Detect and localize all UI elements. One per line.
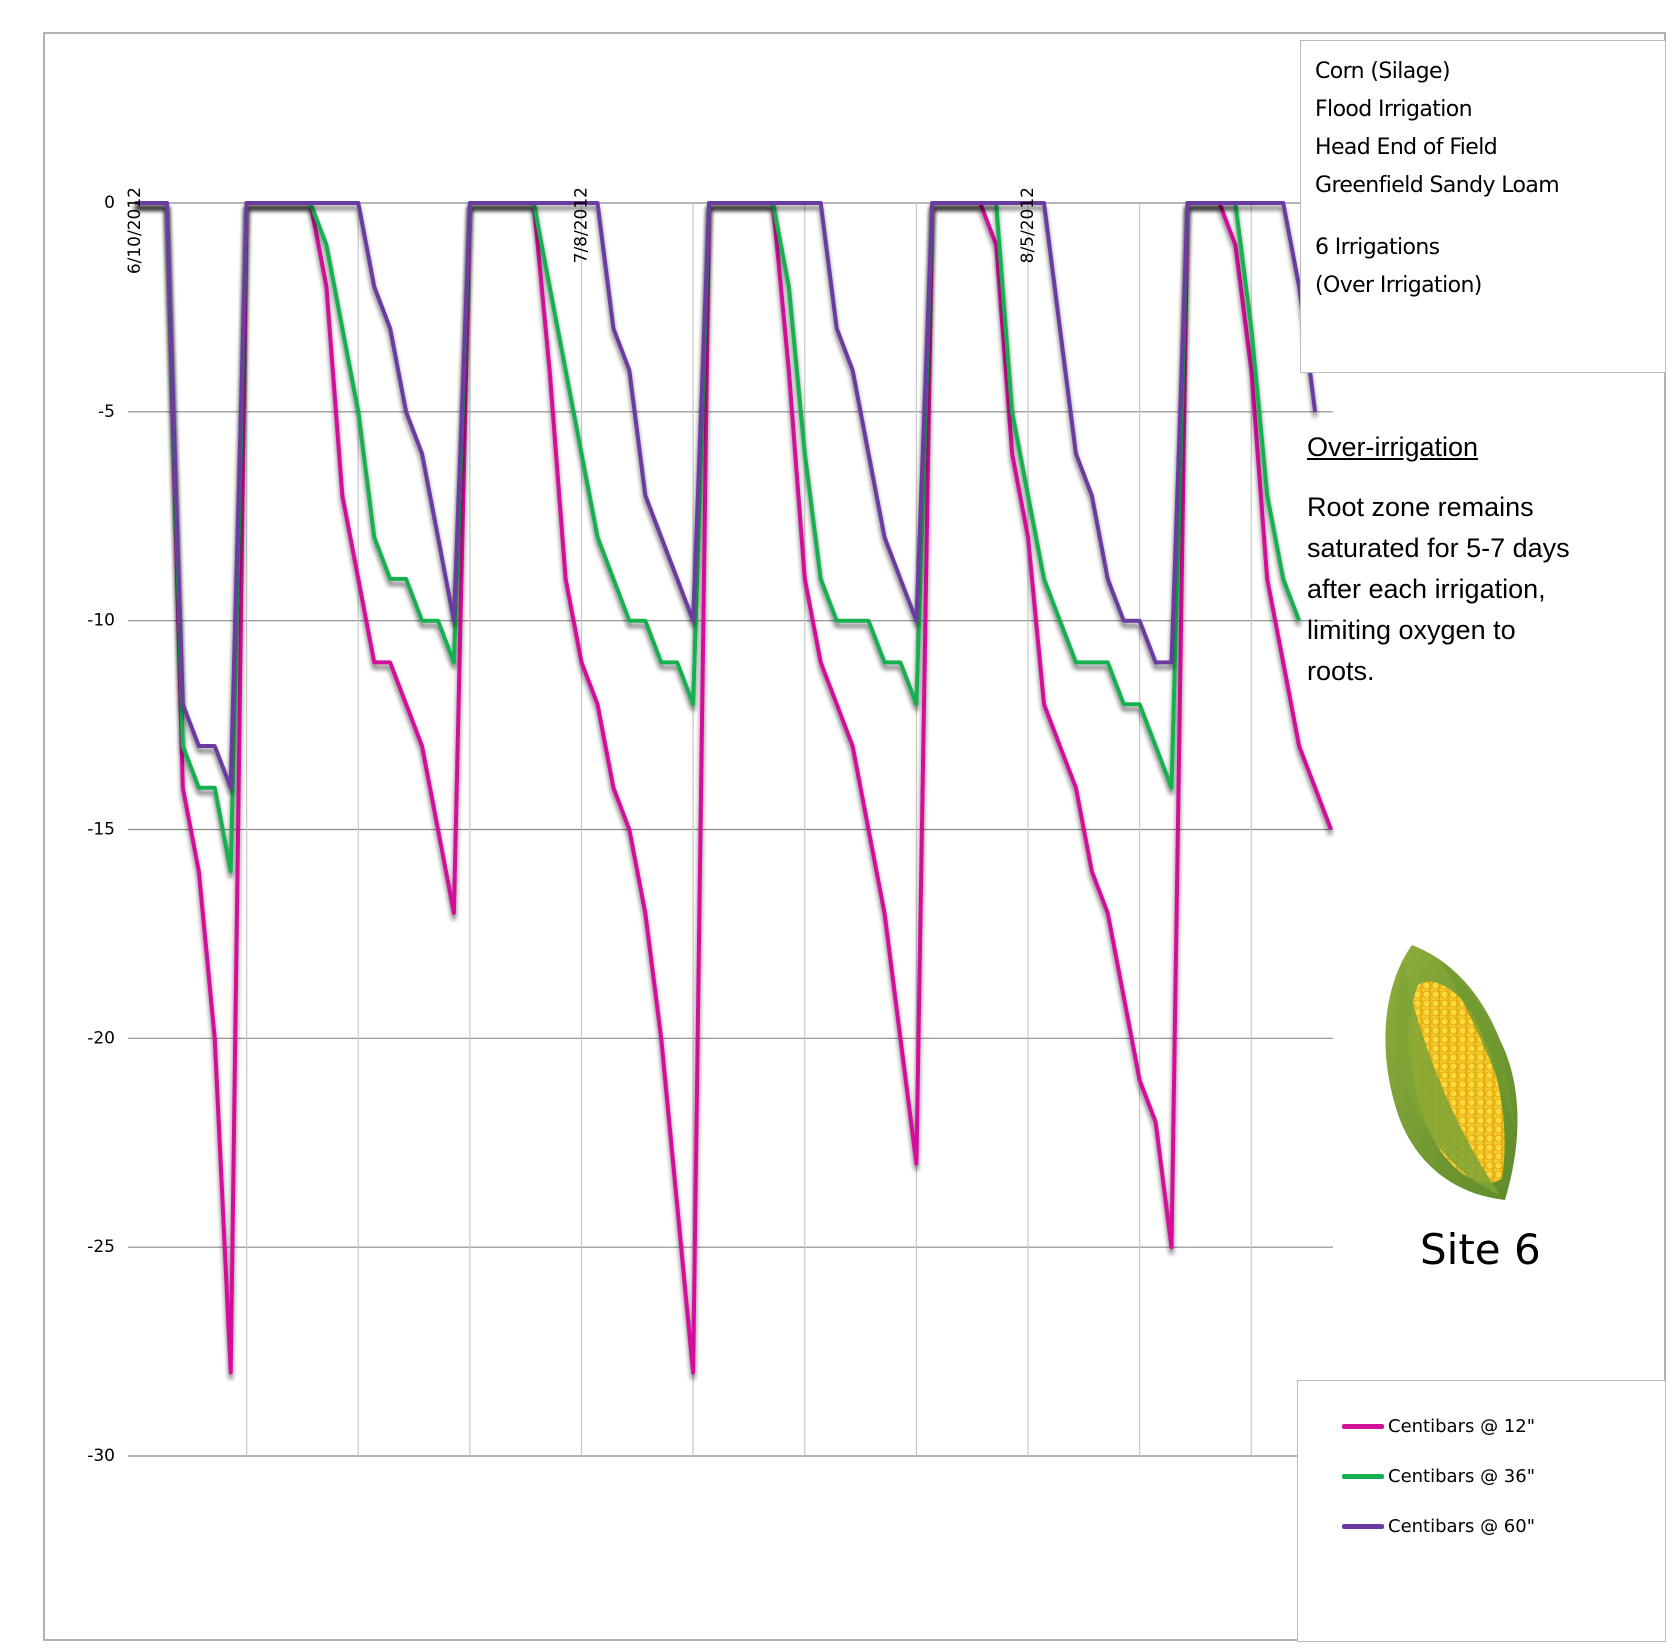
note-text: Root zone remains saturated for 5-7 days… xyxy=(1307,487,1577,692)
x-tick-label: 7/8/2012 xyxy=(572,187,592,263)
legend-swatch xyxy=(1342,1474,1384,1479)
legend-entry: Centibars @ 12" xyxy=(1342,1411,1535,1441)
legend-swatch xyxy=(1342,1524,1384,1529)
legend-swatch xyxy=(1342,1424,1384,1429)
legend-entry: Centibars @ 36" xyxy=(1342,1461,1535,1491)
y-tick-label: -5 xyxy=(98,402,115,422)
series-line xyxy=(135,203,1331,1373)
series-line xyxy=(135,203,1315,788)
y-tick-label: -10 xyxy=(87,611,115,631)
lines xyxy=(135,203,1331,1373)
info-line: Flood Irrigation xyxy=(1315,91,1665,129)
page: -30 -25 -20 -15 -10 -5 0 6/10/2012 7/8/2012 8/5/2… xyxy=(0,0,1666,1647)
legend-label: Centibars @ 36" xyxy=(1388,1466,1535,1487)
y-tick-label: -25 xyxy=(87,1237,115,1257)
info-line: Greenfield Sandy Loam xyxy=(1315,167,1665,205)
info-line: Corn (Silage) xyxy=(1315,53,1665,91)
note-title: Over-irrigation xyxy=(1307,432,1478,463)
corn-illustration xyxy=(1385,945,1517,1200)
legend-entry: Centibars @ 60" xyxy=(1342,1511,1535,1541)
y-tick-label: 0 xyxy=(104,193,115,213)
legend-label: Centibars @ 12" xyxy=(1388,1416,1535,1437)
grid xyxy=(128,203,1333,1456)
x-tick-label: 8/5/2012 xyxy=(1018,187,1038,263)
info-line: (Over Irrigation) xyxy=(1315,267,1665,305)
legend: Centibars @ 12" Centibars @ 36" Centibars … xyxy=(1297,1380,1666,1642)
spacer xyxy=(1315,205,1665,229)
info-box: Corn (Silage) Flood Irrigation Head End … xyxy=(1300,40,1666,373)
y-tick-label: -15 xyxy=(87,820,115,840)
legend-label: Centibars @ 60" xyxy=(1388,1516,1535,1537)
series-line xyxy=(135,203,1299,871)
y-tick-label: -30 xyxy=(87,1446,115,1466)
info-line: 6 Irrigations xyxy=(1315,229,1665,267)
info-line: Head End of Field xyxy=(1315,129,1665,167)
x-tick-label: 6/10/2012 xyxy=(125,187,145,274)
y-tick-label: -20 xyxy=(87,1028,115,1048)
site-label: Site 6 xyxy=(1420,1225,1541,1274)
